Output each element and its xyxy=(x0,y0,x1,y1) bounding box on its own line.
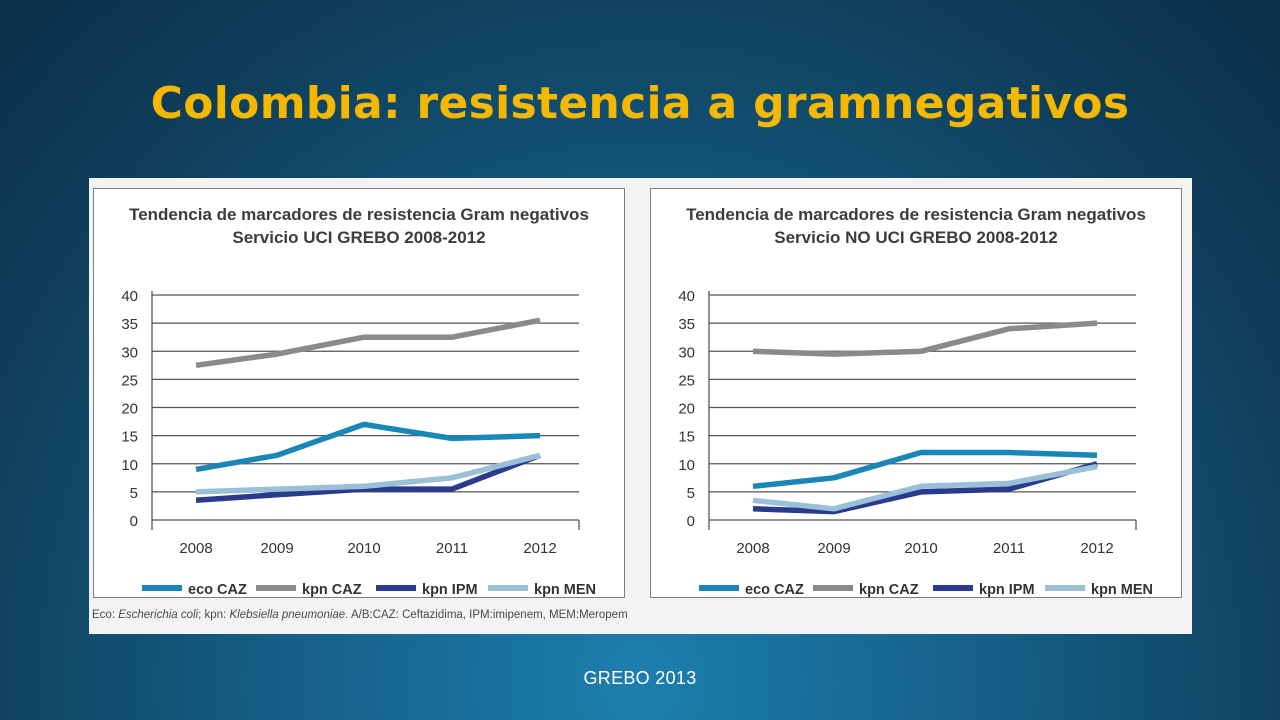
figure-caption: Eco: Escherichia coli; kpn: Klebsiella p… xyxy=(92,609,628,621)
x-tick-label: 2012 xyxy=(523,540,556,557)
series-line-kpn-caz xyxy=(195,317,541,369)
x-tick-label: 2009 xyxy=(817,540,850,557)
caption-rest: A/B:CAZ: Ceftazidima, IPM:imipenem, MEM:… xyxy=(348,609,628,621)
y-tick-label: 20 xyxy=(678,401,695,418)
line-chart-no-uci: 0 5 10 15 20 25 30 35 40 2008 2009 2010 2011 2012 eco … xyxy=(678,288,1153,597)
legend-label: kpn IPM xyxy=(979,582,1035,597)
x-tick-label: 2010 xyxy=(904,540,937,557)
chart-figure: Tendencia de marcadores de resistencia G… xyxy=(89,178,1192,634)
x-tick-label: 2008 xyxy=(179,540,212,557)
series-line-kpn-ipm xyxy=(752,461,1098,515)
y-tick-label: 20 xyxy=(121,401,138,418)
legend-label: eco CAZ xyxy=(745,582,804,597)
y-tick-label: 30 xyxy=(678,344,695,361)
caption-kpn-name: Klebsiella pneumoniae. xyxy=(229,609,349,621)
chart-panel-uci: Tendencia de marcadores de resistencia G… xyxy=(93,188,625,598)
series-line-eco-caz xyxy=(752,449,1098,490)
caption-kpn-label: ; kpn: xyxy=(198,609,227,621)
caption-eco-name: Escherichia coli xyxy=(118,609,199,621)
slide-footer: GREBO 2013 xyxy=(583,668,697,688)
x-tick-label: 2010 xyxy=(347,540,380,557)
y-tick-label: 0 xyxy=(130,513,138,530)
legend-label: kpn MEN xyxy=(534,582,596,597)
y-tick-label: 10 xyxy=(678,457,695,474)
chart-title-line2: Servicio UCI GREBO 2008-2012 xyxy=(232,228,486,247)
chart-title-line2: Servicio NO UCI GREBO 2008-2012 xyxy=(774,228,1058,247)
x-tick-label: 2008 xyxy=(736,540,769,557)
legend-label: kpn MEN xyxy=(1091,582,1153,597)
y-tick-label: 10 xyxy=(121,457,138,474)
y-tick-label: 40 xyxy=(121,288,138,305)
series-line-kpn-ipm xyxy=(195,452,541,504)
y-tick-label: 25 xyxy=(121,372,138,389)
chart-title: Tendencia de marcadores de resistencia G… xyxy=(651,203,1181,249)
y-tick-label: 5 xyxy=(687,485,695,502)
x-tick-label: 2012 xyxy=(1080,540,1113,557)
y-tick-label: 15 xyxy=(121,429,138,446)
legend-label: kpn IPM xyxy=(422,582,478,597)
chart-title-line1: Tendencia de marcadores de resistencia G… xyxy=(129,205,589,224)
y-tick-label: 40 xyxy=(678,288,695,305)
legend-label: kpn CAZ xyxy=(859,582,919,597)
legend-label: eco CAZ xyxy=(188,582,247,597)
slide-title: Colombia: resistencia a gramnegativos xyxy=(150,78,1130,129)
line-chart-uci: 0 5 10 15 20 25 30 35 40 2008 2009 2010 2011 2012 eco … xyxy=(121,288,596,597)
series-line-eco-caz xyxy=(195,421,541,473)
y-tick-label: 25 xyxy=(678,372,695,389)
series-line-kpn-men xyxy=(195,452,541,495)
y-tick-label: 5 xyxy=(130,485,138,502)
y-tick-label: 35 xyxy=(678,316,695,333)
y-tick-label: 30 xyxy=(121,344,138,361)
y-tick-label: 0 xyxy=(687,513,695,530)
series-line-kpn-caz xyxy=(752,320,1098,357)
x-tick-label: 2011 xyxy=(436,540,468,557)
chart-title: Tendencia de marcadores de resistencia G… xyxy=(94,203,624,249)
y-tick-label: 35 xyxy=(121,316,138,333)
chart-title-line1: Tendencia de marcadores de resistencia G… xyxy=(686,205,1146,224)
y-tick-label: 15 xyxy=(678,429,695,446)
x-tick-label: 2011 xyxy=(993,540,1025,557)
legend-label: kpn CAZ xyxy=(302,582,362,597)
chart-panel-no-uci: Tendencia de marcadores de resistencia G… xyxy=(650,188,1182,598)
series-line-kpn-men xyxy=(752,463,1098,512)
caption-eco-label: Eco: xyxy=(92,609,116,621)
x-tick-label: 2009 xyxy=(260,540,293,557)
